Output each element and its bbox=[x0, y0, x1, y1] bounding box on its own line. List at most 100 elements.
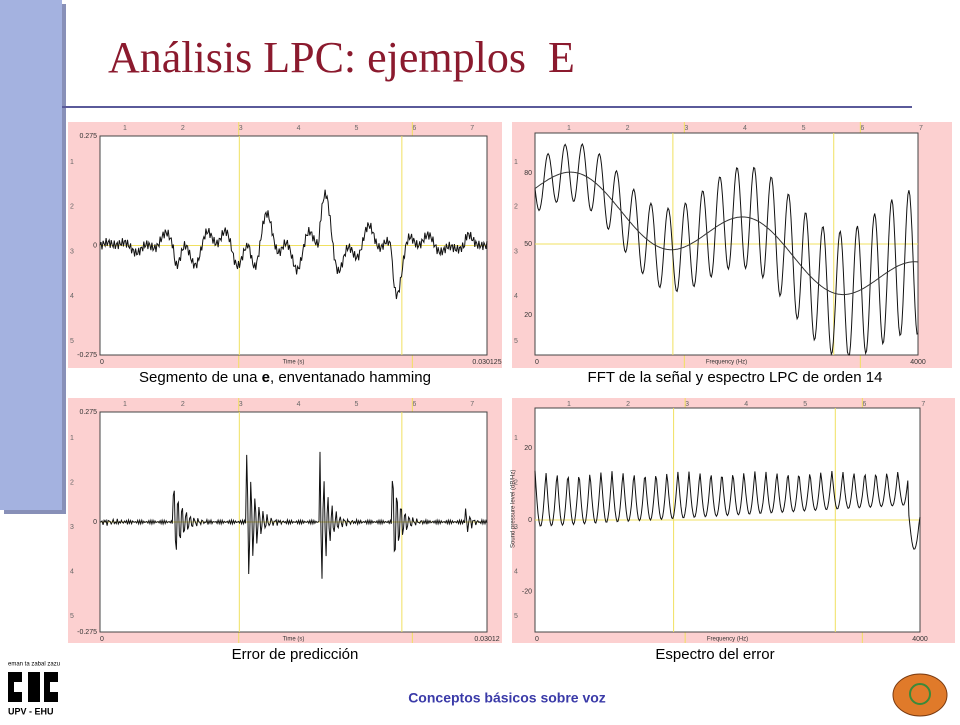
ruler-label: 6 bbox=[860, 125, 864, 132]
caption-part: Error de predicción bbox=[232, 646, 359, 663]
ruler-label: 2 bbox=[626, 401, 630, 408]
ruler-label: 5 bbox=[354, 125, 358, 132]
ruler-label: 3 bbox=[239, 125, 243, 132]
ruler-label: 1 bbox=[123, 401, 127, 408]
ruler-label: 2 bbox=[181, 401, 185, 408]
y-tick-label: 0.275 bbox=[79, 409, 97, 416]
caption: Espectro del error bbox=[655, 646, 774, 663]
y-tick-label: 20 bbox=[524, 445, 532, 452]
sidebar bbox=[0, 0, 62, 510]
ruler-label: 3 bbox=[684, 125, 688, 132]
ruler-label: 1 bbox=[567, 125, 571, 132]
side-ruler-label: 5 bbox=[70, 338, 74, 345]
y-axis-label: Sound pressure level (dB/Hz) bbox=[511, 470, 517, 548]
ruler-label: 1 bbox=[567, 401, 571, 408]
ruler-label: 3 bbox=[685, 401, 689, 408]
side-ruler-label: 1 bbox=[514, 159, 518, 166]
ruler-label: 4 bbox=[743, 125, 747, 132]
x-axis-label: Time (s) bbox=[283, 360, 305, 366]
caption-part: Espectro del error bbox=[655, 646, 774, 663]
side-ruler-label: 5 bbox=[514, 613, 518, 620]
lab-logo-shape bbox=[892, 673, 948, 717]
side-ruler-label: 2 bbox=[514, 479, 518, 486]
y-tick-label: -0.275 bbox=[77, 629, 97, 636]
caption: Segmento de una e, enventanado hamming bbox=[139, 369, 431, 386]
footer: Conceptos básicos sobre voz bbox=[408, 690, 606, 706]
plot-panel: 1 2 3 4 5 6 7 1 2 3 4 5 20 0 -20 0 4000 Frequency (Hz) Sou… bbox=[511, 398, 955, 663]
x-axis-label: Time (s) bbox=[283, 637, 305, 643]
waveform bbox=[534, 143, 919, 356]
y-tick-label: 0 bbox=[528, 517, 532, 524]
x-axis-label: Frequency (Hz) bbox=[706, 360, 747, 366]
ruler-label: 6 bbox=[412, 125, 416, 132]
x-tick-label: 0.03012 bbox=[474, 636, 499, 643]
x-tick-label: 0.030125 bbox=[472, 359, 501, 366]
side-ruler-label: 4 bbox=[70, 293, 74, 300]
side-ruler-label: 2 bbox=[514, 204, 518, 211]
side-ruler-label: 1 bbox=[514, 435, 518, 442]
x-tick-label: 0 bbox=[535, 359, 539, 366]
y-tick-label: 0.275 bbox=[79, 133, 97, 140]
waveform bbox=[534, 470, 921, 550]
ruler-label: 7 bbox=[921, 401, 925, 408]
y-tick-label: -0.275 bbox=[77, 352, 97, 359]
ruler-label: 6 bbox=[862, 401, 866, 408]
y-tick-label: 0 bbox=[93, 242, 97, 249]
side-ruler-label: 1 bbox=[70, 159, 74, 166]
side-ruler-label: 3 bbox=[70, 248, 74, 255]
y-tick-label: 0 bbox=[93, 519, 97, 526]
lpc-envelope bbox=[534, 171, 919, 296]
side-ruler-label: 2 bbox=[70, 479, 74, 486]
ruler-label: 4 bbox=[297, 401, 301, 408]
lab-logo bbox=[892, 673, 948, 717]
ruler-label: 3 bbox=[239, 401, 243, 408]
side-ruler-label: 4 bbox=[514, 568, 518, 575]
waveform bbox=[99, 451, 488, 579]
y-tick-label: 20 bbox=[524, 312, 532, 319]
ruler-label: 2 bbox=[181, 125, 185, 132]
side-ruler-label: 3 bbox=[70, 524, 74, 531]
x-tick-label: 4000 bbox=[912, 636, 928, 643]
side-ruler-label: 2 bbox=[70, 204, 74, 211]
ruler-label: 4 bbox=[297, 125, 301, 132]
ruler-label: 4 bbox=[744, 401, 748, 408]
caption: Error de predicción bbox=[232, 646, 359, 663]
x-tick-label: 0 bbox=[100, 636, 104, 643]
slide-title: Análisis LPC: ejemplos E bbox=[108, 33, 575, 82]
ruler-label: 1 bbox=[123, 125, 127, 132]
ruler-label: 7 bbox=[919, 125, 923, 132]
caption-part: , enventanado hamming bbox=[270, 369, 431, 386]
side-ruler-label: 3 bbox=[514, 248, 518, 255]
ruler-label: 7 bbox=[470, 401, 474, 408]
caption-part: Segmento de una bbox=[139, 369, 262, 386]
ruler-label: 5 bbox=[802, 125, 806, 132]
side-ruler-label: 5 bbox=[514, 338, 518, 345]
caption: FFT de la señal y espectro LPC de orden … bbox=[588, 369, 883, 386]
ruler-label: 7 bbox=[470, 125, 474, 132]
side-ruler-label: 5 bbox=[70, 613, 74, 620]
lab-logo-ring bbox=[909, 683, 931, 705]
side-ruler-label: 4 bbox=[514, 293, 518, 300]
caption-part: FFT de la señal y espectro LPC de orden … bbox=[588, 369, 883, 386]
ruler-label: 5 bbox=[354, 401, 358, 408]
y-tick-label: 50 bbox=[524, 241, 532, 248]
y-tick-label: -20 bbox=[522, 589, 532, 596]
x-tick-label: 4000 bbox=[910, 359, 926, 366]
side-ruler-label: 3 bbox=[514, 524, 518, 531]
y-tick-label: 80 bbox=[524, 170, 532, 177]
logo-motto: eman ta zabal zazu bbox=[8, 662, 60, 668]
logo-name: UPV - EHU bbox=[8, 706, 54, 716]
ruler-label: 6 bbox=[412, 401, 416, 408]
x-tick-label: 0 bbox=[535, 636, 539, 643]
logo-shape bbox=[8, 672, 58, 702]
caption-part: e bbox=[262, 369, 270, 386]
plot-panel: 1 2 3 4 5 6 7 1 2 3 4 5 80 50 20 0 4000 Frequency (Hz) FFT… bbox=[512, 122, 952, 386]
waveform bbox=[99, 189, 488, 300]
x-tick-label: 0 bbox=[100, 359, 104, 366]
ruler-label: 2 bbox=[626, 125, 630, 132]
